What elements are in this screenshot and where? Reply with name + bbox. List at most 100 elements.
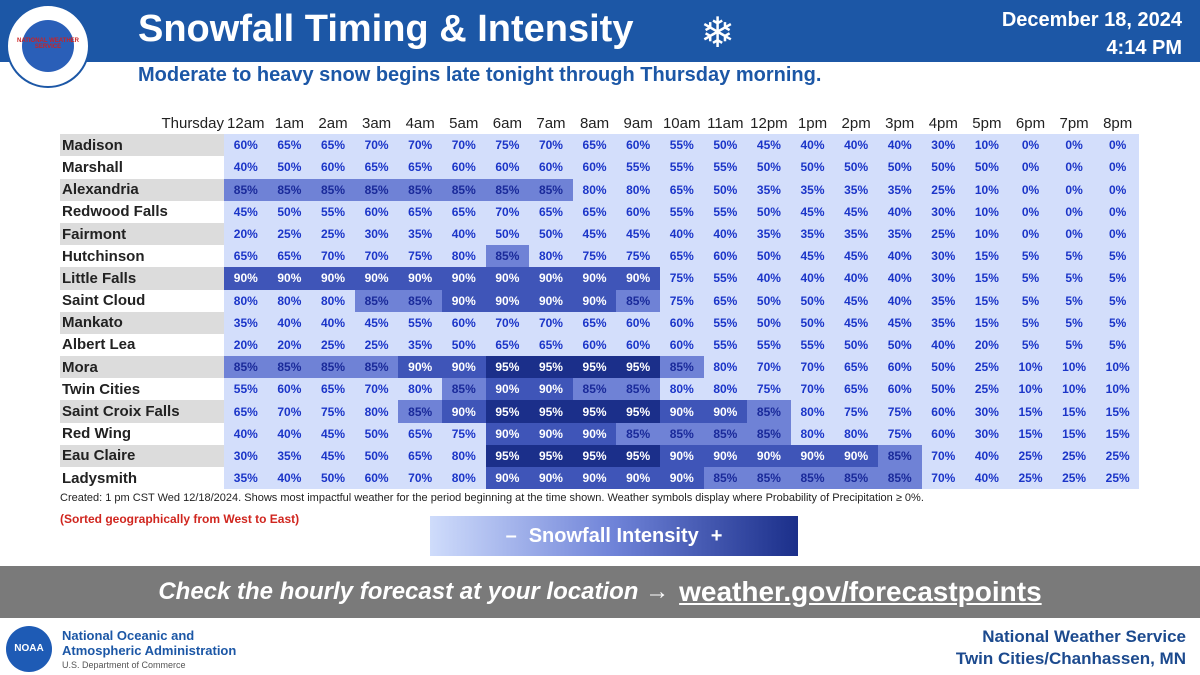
location-name: Hutchinson — [60, 245, 224, 268]
probability-cell: 5% — [1052, 311, 1096, 334]
probability-cell: 10% — [965, 222, 1009, 246]
probability-cell: 55% — [224, 378, 268, 401]
probability-cell: 75% — [834, 400, 878, 423]
banner-link[interactable]: weather.gov/forecastpoints — [679, 576, 1042, 607]
table-row: Madison 60% 65% 65% 70% 70% 70% 75% 70% 65% 60% 55%… — [60, 134, 1140, 157]
probability-cell: 50% — [877, 156, 922, 179]
probability-cell: 65% — [834, 378, 878, 401]
probability-cell: 70% — [921, 467, 966, 490]
probability-cell: 85% — [441, 178, 486, 201]
probability-cell: 45% — [790, 200, 835, 223]
probability-cell: 25% — [267, 222, 312, 246]
probability-cell: 85% — [224, 178, 268, 201]
probability-cell: 80% — [572, 178, 617, 201]
probability-cell: 60% — [877, 378, 922, 401]
probability-cell: 55% — [659, 134, 704, 157]
probability-cell: 50% — [921, 356, 966, 379]
probability-cell: 85% — [441, 378, 486, 401]
probability-cell: 50% — [311, 467, 355, 490]
probability-cell: 50% — [790, 289, 835, 312]
probability-cell: 15% — [965, 267, 1009, 290]
probability-cell: 85% — [790, 467, 835, 490]
probability-cell: 95% — [529, 400, 573, 423]
location-name: Redwood Falls — [60, 200, 224, 223]
probability-cell: 80% — [529, 245, 573, 268]
nws-line: Twin Cities/Chanhassen, MN — [955, 649, 1186, 668]
probability-cell: 90% — [572, 289, 617, 312]
probability-cell: 85% — [572, 378, 617, 401]
probability-cell: 55% — [747, 333, 791, 357]
probability-cell: 10% — [965, 134, 1009, 157]
probability-cell: 25% — [311, 333, 355, 357]
probability-cell: 10% — [1095, 356, 1140, 379]
date: December 18, 2024 — [1001, 9, 1182, 31]
probability-cell: 45% — [572, 222, 617, 246]
probability-cell: 90% — [572, 267, 617, 290]
column-header: 1am — [274, 114, 304, 132]
probability-cell: 15% — [965, 311, 1009, 334]
probability-cell: 5% — [1008, 311, 1053, 334]
probability-cell: 35% — [224, 311, 268, 334]
probability-cell: 50% — [790, 156, 835, 179]
probability-cell: 75% — [441, 422, 486, 445]
probability-cell: 90% — [529, 289, 573, 312]
table-row: Mankato 35% 40% 40% 45% 55% 60% 70% 70% 65% 60% 60%… — [60, 311, 1140, 334]
probability-cell: 90% — [485, 378, 530, 401]
probability-cell: 0% — [1095, 178, 1140, 201]
probability-cell: 60% — [224, 134, 268, 157]
probability-cell: 45% — [616, 222, 660, 246]
probability-cell: 60% — [616, 333, 660, 357]
column-header: 8am — [579, 114, 610, 132]
probability-cell: 10% — [1008, 378, 1053, 401]
probability-cell: 40% — [877, 267, 922, 290]
probability-cell: 65% — [659, 245, 704, 268]
probability-cell: 65% — [267, 245, 312, 268]
probability-cell: 0% — [1052, 222, 1096, 246]
probability-cell: 30% — [921, 134, 966, 157]
probability-cell: 70% — [529, 311, 573, 334]
probability-cell: 60% — [441, 156, 486, 179]
probability-cell: 50% — [529, 222, 573, 246]
probability-cell: 90% — [834, 444, 878, 467]
probability-cell: 70% — [485, 200, 530, 223]
probability-cell: 90% — [441, 289, 486, 312]
probability-cell: 25% — [354, 333, 399, 357]
probability-cell: 90% — [441, 267, 486, 290]
probability-cell: 60% — [267, 378, 312, 401]
probability-cell: 0% — [1095, 156, 1140, 179]
probability-cell: 65% — [224, 245, 268, 268]
date-block: December 18, 2024 4:14 PM — [1002, 6, 1182, 62]
probability-cell: 90% — [659, 444, 704, 467]
probability-cell: 35% — [877, 222, 922, 246]
probability-cell: 50% — [921, 378, 966, 401]
header-row: Thursday 12am 1am 2am 3am 4am 5am 6am 7am 8am 9am 1… — [60, 112, 1139, 134]
probability-cell: 95% — [572, 400, 617, 423]
probability-cell: 60% — [572, 156, 617, 179]
probability-cell: 60% — [354, 467, 399, 490]
probability-cell: 55% — [703, 311, 748, 334]
probability-cell: 45% — [747, 134, 791, 157]
location-name: Saint Cloud — [60, 289, 224, 312]
probability-cell: 55% — [616, 156, 660, 179]
subtitle: Moderate to heavy snow begins late tonig… — [138, 64, 822, 86]
probability-cell: 75% — [659, 289, 704, 312]
probability-cell: 45% — [834, 289, 878, 312]
probability-cell: 95% — [485, 400, 530, 423]
probability-cell: 60% — [921, 400, 966, 423]
probability-cell: 85% — [877, 467, 922, 490]
probability-cell: 15% — [965, 289, 1009, 312]
probability-cell: 60% — [354, 200, 399, 223]
probability-cell: 25% — [1052, 467, 1096, 490]
column-header: 5pm — [972, 114, 1002, 132]
probability-cell: 85% — [311, 356, 355, 379]
probability-cell: 0% — [1095, 134, 1140, 157]
probability-cell: 50% — [747, 289, 791, 312]
probability-cell: 55% — [659, 156, 704, 179]
probability-cell: 35% — [921, 289, 966, 312]
probability-cell: 75% — [877, 400, 922, 423]
probability-cell: 25% — [1008, 444, 1053, 467]
probability-cell: 90% — [616, 267, 660, 290]
probability-cell: 35% — [267, 444, 312, 467]
probability-cell: 95% — [572, 444, 617, 467]
probability-cell: 65% — [267, 134, 312, 157]
